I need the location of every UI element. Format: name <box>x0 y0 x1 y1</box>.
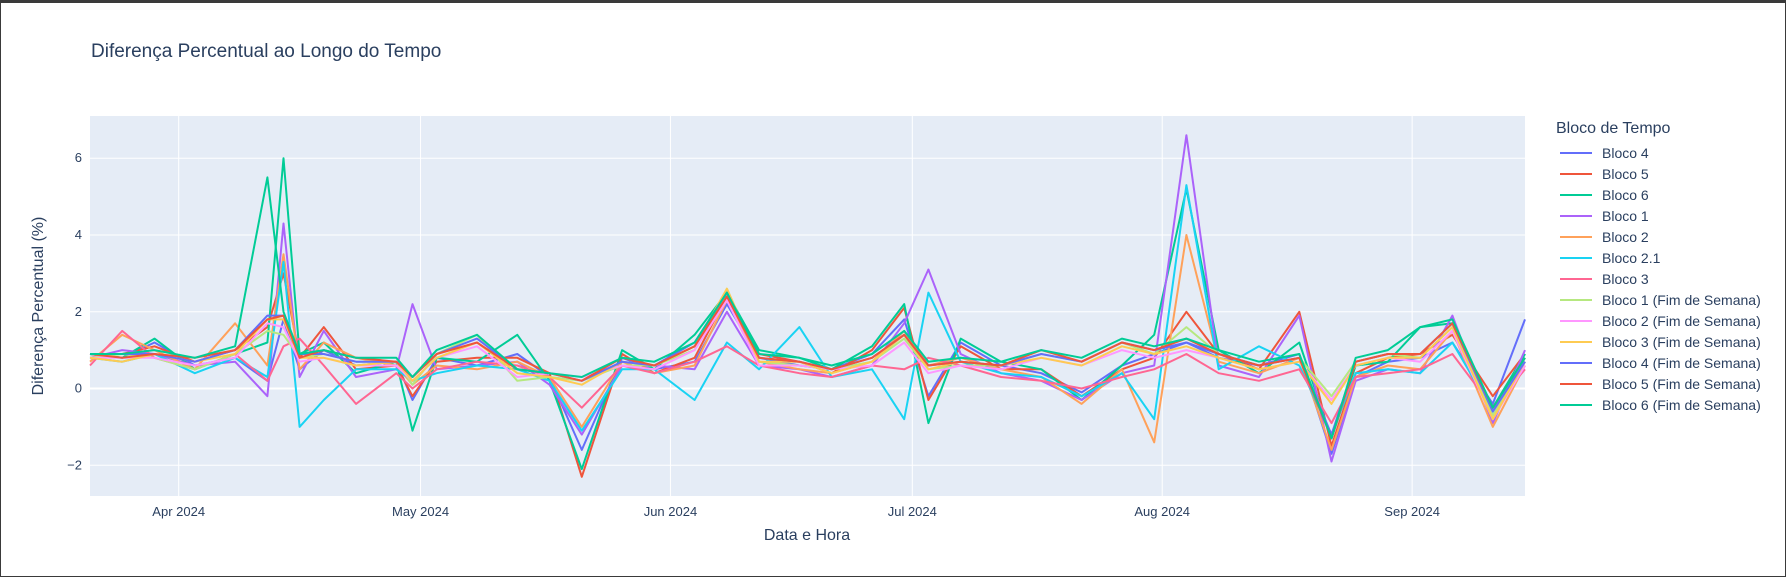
legend-label: Bloco 5 <box>1602 165 1649 182</box>
series-line <box>89 157 1526 471</box>
legend-swatch <box>1560 277 1592 280</box>
x-tick-label: Jun 2024 <box>644 504 698 519</box>
legend-label: Bloco 4 (Fim de Semana) <box>1602 354 1761 371</box>
legend: Bloco de Tempo Bloco 4 Bloco 5 Bloco 6 Bloc… <box>1556 120 1761 415</box>
legend-label: Bloco 6 <box>1602 186 1649 203</box>
y-tick-label: 4 <box>75 227 82 242</box>
y-tick-label: −2 <box>67 457 82 472</box>
legend-swatch <box>1560 151 1592 154</box>
legend-swatch <box>1560 361 1592 364</box>
y-tick-label: 0 <box>75 381 82 396</box>
legend-item[interactable]: Bloco 3 (Fim de Semana) <box>1556 331 1761 352</box>
legend-swatch <box>1560 340 1592 343</box>
x-tick-label: Jul 2024 <box>888 504 937 519</box>
x-tick-label: May 2024 <box>392 504 449 519</box>
legend-swatch <box>1560 256 1592 259</box>
legend-item[interactable]: Bloco 6 (Fim de Semana) <box>1556 394 1761 415</box>
legend-item[interactable]: Bloco 1 <box>1556 205 1761 226</box>
legend-label: Bloco 1 <box>1602 207 1649 224</box>
series-line <box>90 299 1526 421</box>
legend-item[interactable]: Bloco 5 (Fim de Semana) <box>1556 373 1761 394</box>
series-line <box>89 234 1526 451</box>
y-axis-label: Diferença Percentual (%) <box>30 217 47 396</box>
legend-label: Bloco 1 (Fim de Semana) <box>1602 291 1761 308</box>
legend-label: Bloco 3 <box>1602 270 1649 287</box>
legend-label: Bloco 2 <box>1602 228 1649 245</box>
legend-swatch <box>1560 235 1592 238</box>
x-tick-label: Sep 2024 <box>1384 504 1440 519</box>
legend-items: Bloco 4 Bloco 5 Bloco 6 Bloco 1 Bloco 2 Bloco… <box>1556 142 1761 415</box>
legend-item[interactable]: Bloco 6 <box>1556 184 1761 205</box>
series-line <box>90 272 1526 478</box>
legend-label: Bloco 4 <box>1602 144 1649 161</box>
series-lines <box>89 134 1526 478</box>
legend-item[interactable]: Bloco 2 <box>1556 226 1761 247</box>
legend-swatch <box>1560 319 1592 322</box>
series-line <box>89 287 1526 421</box>
series-line <box>90 176 1526 440</box>
legend-swatch <box>1560 382 1592 385</box>
series-line <box>89 303 1526 455</box>
legend-item[interactable]: Bloco 4 (Fim de Semana) <box>1556 352 1761 373</box>
legend-label: Bloco 3 (Fim de Semana) <box>1602 333 1761 350</box>
legend-swatch <box>1560 298 1592 301</box>
series-line <box>89 329 1526 425</box>
plot-area <box>90 116 1525 496</box>
legend-swatch <box>1560 214 1592 217</box>
y-tick-label: 6 <box>75 150 82 165</box>
series-line <box>89 134 1526 463</box>
legend-item[interactable]: Bloco 1 (Fim de Semana) <box>1556 289 1761 310</box>
series-line <box>89 295 1526 440</box>
legend-item[interactable]: Bloco 5 <box>1556 163 1761 184</box>
series-line <box>89 287 1526 417</box>
axis-ticks: −2 0 2 4 6 Apr 2024 May 2024 Jun 2024 Jul 2024 Au… <box>67 150 1440 519</box>
legend-label: Bloco 6 (Fim de Semana) <box>1602 396 1761 413</box>
legend-swatch <box>1560 172 1592 175</box>
x-tick-label: Apr 2024 <box>152 504 205 519</box>
plot-svg: −2 0 2 4 6 Apr 2024 May 2024 Jun 2024 Jul 2024 Au… <box>30 116 1526 544</box>
y-tick-label: 2 <box>75 304 82 319</box>
legend-item[interactable]: Bloco 3 <box>1556 268 1761 289</box>
x-tick-label: Aug 2024 <box>1134 504 1190 519</box>
x-axis-label: Data e Hora <box>764 527 850 544</box>
chart-title: Diferença Percentual ao Longo do Tempo <box>91 41 442 62</box>
grid-lines <box>90 116 1525 496</box>
legend-label: Bloco 2 (Fim de Semana) <box>1602 312 1761 329</box>
legend-item[interactable]: Bloco 2.1 <box>1556 247 1761 268</box>
legend-label: Bloco 2.1 <box>1602 249 1661 266</box>
series-line <box>90 291 1526 436</box>
legend-swatch <box>1560 403 1592 406</box>
legend-item[interactable]: Bloco 2 (Fim de Semana) <box>1556 310 1761 331</box>
legend-title: Bloco de Tempo <box>1556 120 1671 137</box>
legend-label: Bloco 5 (Fim de Semana) <box>1602 375 1761 392</box>
legend-swatch <box>1560 193 1592 196</box>
series-line <box>89 184 1526 436</box>
legend-item[interactable]: Bloco 4 <box>1556 142 1761 163</box>
